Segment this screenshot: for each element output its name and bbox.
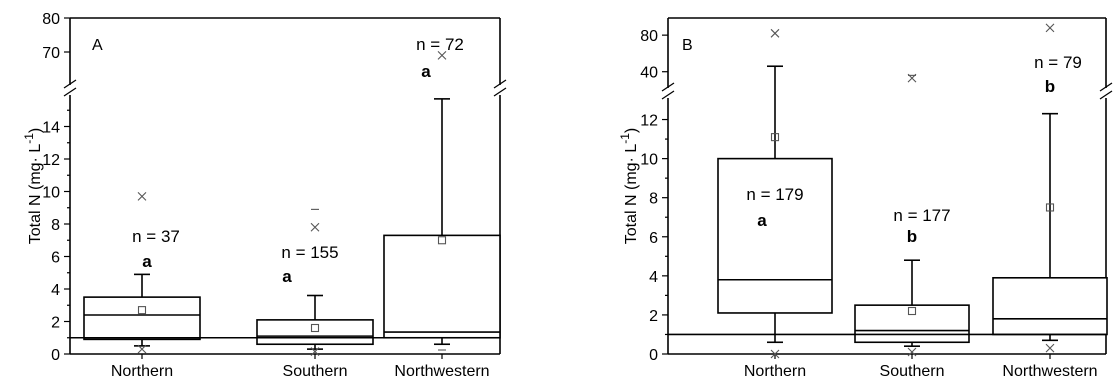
- panel-a-group-letter: a: [142, 252, 152, 271]
- panel-b-group-letter: b: [1045, 77, 1055, 96]
- panel-b-y-tick-label: 4: [649, 269, 658, 286]
- panel-a-y-tick-label: 2: [51, 315, 60, 332]
- panel-a-n-label: n = 72: [416, 35, 464, 54]
- panel-b-y-tick-label: 0: [649, 347, 658, 364]
- panel-b-extreme-x-marker: [1046, 344, 1054, 352]
- panel-a-extreme-x-marker: [138, 192, 146, 200]
- panel-b-group-letter: b: [907, 227, 917, 246]
- panel-a-y-axis-label: Total N (mg· L-1): [22, 128, 44, 244]
- panel-a-y-tick-label: 6: [51, 250, 60, 267]
- panel-b-y-axis-label: Total N (mg· L-1): [618, 128, 640, 244]
- panel-a-y-tick-label: 80: [42, 11, 60, 28]
- panel-a-panel-label: A: [92, 37, 103, 54]
- panel-b-axis-break-mark: [662, 91, 674, 99]
- panel-a-axis-break-mark: [494, 88, 506, 96]
- panel-a-y-tick-label: 70: [42, 45, 60, 62]
- panel-a-x-tick-label: Northwestern: [394, 363, 489, 380]
- panel-b-box: [718, 159, 832, 313]
- panel-b-x-tick-label: Northern: [744, 363, 806, 380]
- panel-b-x-tick-label: Southern: [880, 363, 945, 380]
- panel-a-y-tick-label: 0: [51, 347, 60, 364]
- panel-a-box: [384, 235, 500, 337]
- panel-a-n-label: n = 37: [132, 227, 180, 246]
- panel-a-extreme-x-marker: [311, 223, 319, 231]
- panel-b-axis-break-mark: [1100, 91, 1112, 99]
- panel-b-box: [855, 305, 969, 342]
- panel-a-y-tick-label: 12: [42, 152, 60, 169]
- panel-b-y-tick-label: 80: [640, 28, 658, 45]
- panel-b-y-tick-label: 40: [640, 65, 658, 82]
- panel-a-y-tick-label: 10: [42, 185, 60, 202]
- panel-b-group-letter: a: [757, 211, 767, 230]
- panel-b-n-label: n = 79: [1034, 53, 1082, 72]
- panel-a-x-tick-label: Southern: [283, 363, 348, 380]
- panel-b-y-tick-label: 8: [649, 191, 658, 208]
- panel-b-box: [993, 278, 1107, 335]
- panel-b-y-tick-label: 2: [649, 308, 658, 325]
- panel-a-y-tick-label: 4: [51, 282, 60, 299]
- panel-a-box: [84, 297, 200, 339]
- panel-b-n-label: n = 177: [893, 206, 950, 225]
- panel-b-n-label: n = 179: [746, 185, 803, 204]
- panel-a-box: [257, 320, 373, 344]
- panel-a-y-tick-label: 14: [42, 120, 60, 137]
- panel-a-n-label: n = 155: [281, 243, 338, 262]
- panel-b-extreme-x-marker: [1046, 24, 1054, 32]
- panel-a-axis-break-mark: [64, 88, 76, 96]
- panel-a-group-letter: a: [421, 62, 431, 81]
- panel-b-extreme-x-marker: [771, 29, 779, 37]
- panel-a-x-tick-label: Northern: [111, 363, 173, 380]
- panel-a-group-letter: a: [282, 267, 292, 286]
- panel-b-x-tick-label: Northwestern: [1002, 363, 1097, 380]
- panel-a-y-tick-label: 8: [51, 217, 60, 234]
- panel-b-panel-label: B: [682, 37, 693, 54]
- panel-b-y-tick-label: 10: [640, 152, 658, 169]
- panel-b-y-tick-label: 12: [640, 113, 658, 130]
- panel-b-y-tick-label: 6: [649, 230, 658, 247]
